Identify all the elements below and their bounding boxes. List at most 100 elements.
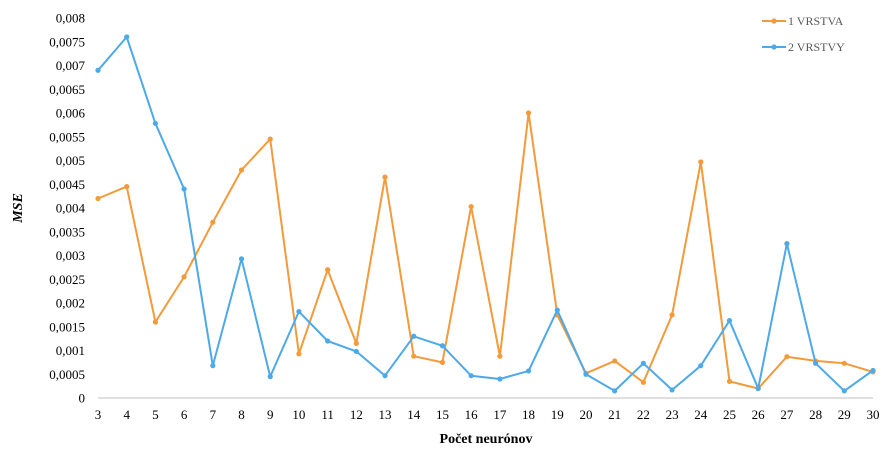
data-point — [870, 367, 876, 374]
x-axis-label: Počet neurónov — [440, 432, 533, 447]
data-point — [267, 374, 273, 380]
x-tick-label: 7 — [210, 407, 217, 422]
data-point — [439, 359, 446, 365]
data-point — [124, 34, 130, 40]
data-point — [669, 387, 675, 393]
data-point — [267, 136, 273, 142]
x-tick-label: 11 — [321, 407, 334, 422]
x-tick-label: 16 — [465, 407, 479, 422]
data-point — [210, 219, 216, 225]
x-tick-label: 23 — [666, 407, 679, 422]
data-point — [841, 388, 847, 394]
data-point — [525, 110, 532, 116]
series-line — [97, 36, 874, 392]
x-tick-label: 10 — [292, 407, 305, 422]
data-point — [238, 256, 245, 262]
x-tick-label: 6 — [181, 407, 188, 422]
data-point — [353, 340, 359, 346]
x-tick-label: 17 — [493, 407, 507, 422]
x-tick-label: 15 — [436, 407, 449, 422]
data-point — [784, 354, 790, 360]
legend-label: 1 VRSTVA — [788, 14, 844, 28]
legend: 1 VRSTVA 2 VRSTVY — [762, 14, 845, 54]
y-tick-label: 0,0075 — [49, 34, 85, 49]
y-tick-label: 0,0025 — [49, 272, 85, 287]
x-tick-label: 20 — [579, 407, 592, 422]
series-2 — [95, 34, 876, 394]
data-point — [784, 241, 790, 247]
y-tick-label: 0,0005 — [49, 367, 85, 382]
data-point — [612, 388, 618, 394]
x-tick-label: 25 — [723, 407, 736, 422]
data-point — [95, 67, 101, 73]
y-tick-label: 0,005 — [56, 153, 85, 168]
x-tick-label: 3 — [95, 407, 102, 422]
y-tick-label: 0,0015 — [49, 319, 85, 334]
data-point — [812, 360, 819, 366]
y-tick-label: 0,008 — [56, 11, 85, 26]
y-tick-label: 0,007 — [56, 58, 86, 73]
data-point — [554, 307, 560, 313]
y-tick-label: 0,0035 — [49, 224, 85, 239]
x-tick-label: 13 — [379, 407, 392, 422]
data-point — [726, 317, 733, 324]
y-tick-labels: 0 0,0005 0,001 0,0015 0,002 0,0025 0,003 0,0035… — [49, 11, 85, 406]
x-tick-label: 21 — [608, 407, 621, 422]
x-tick-label: 12 — [350, 407, 363, 422]
data-point — [468, 203, 474, 210]
data-point — [411, 353, 417, 359]
data-point — [325, 267, 331, 273]
x-tick-label: 4 — [123, 407, 130, 422]
x-tick-label: 24 — [694, 407, 708, 422]
data-point — [612, 358, 618, 364]
x-tick-label: 27 — [780, 407, 794, 422]
data-point — [152, 319, 159, 325]
x-tick-label: 28 — [809, 407, 822, 422]
y-axis-label: MSE — [11, 193, 26, 224]
x-tick-label: 30 — [867, 407, 880, 422]
y-tick-label: 0,006 — [56, 106, 86, 121]
data-point — [698, 363, 704, 369]
x-tick-label: 22 — [637, 407, 650, 422]
data-point — [210, 363, 216, 369]
data-point — [439, 343, 446, 349]
y-tick-label: 0,0055 — [49, 129, 85, 144]
data-point — [124, 184, 130, 190]
x-tick-label: 26 — [752, 407, 766, 422]
x-tick-label: 9 — [267, 407, 274, 422]
data-point — [525, 368, 532, 374]
data-point — [669, 312, 675, 318]
data-point — [238, 167, 245, 173]
data-point — [95, 195, 101, 202]
data-point — [152, 120, 159, 127]
data-point — [726, 378, 733, 384]
x-tick-label: 5 — [152, 407, 159, 422]
data-point — [382, 174, 388, 180]
data-point — [181, 274, 187, 280]
x-tick-label: 19 — [551, 407, 564, 422]
series-lines — [95, 34, 876, 394]
series-1 — [95, 110, 876, 392]
legend-item: 1 VRSTVA — [762, 14, 844, 28]
data-point — [640, 379, 646, 385]
x-tick-label: 18 — [522, 407, 535, 422]
data-point — [325, 338, 331, 344]
x-tick-labels: 3 4 5 6 7 8 9 10 11 12 13 14 15 16 17 18 19 20 21 22 23 24 25 2… — [95, 407, 880, 422]
data-point — [640, 360, 646, 366]
data-point — [468, 373, 474, 379]
x-tick-label: 29 — [838, 407, 851, 422]
data-point — [497, 353, 503, 359]
y-tick-label: 0,001 — [56, 343, 85, 358]
y-tick-label: 0,0065 — [49, 82, 85, 97]
data-point — [583, 371, 589, 377]
y-tick-label: 0,003 — [56, 248, 85, 263]
legend-marker — [771, 44, 777, 50]
legend-label: 2 VRSTVY — [788, 40, 845, 54]
y-tick-label: 0,002 — [56, 296, 85, 311]
legend-marker — [771, 18, 777, 24]
y-tick-label: 0 — [79, 391, 86, 406]
data-point — [296, 308, 302, 315]
data-point — [181, 186, 187, 192]
x-tick-label: 14 — [407, 407, 421, 422]
data-point — [497, 376, 503, 382]
